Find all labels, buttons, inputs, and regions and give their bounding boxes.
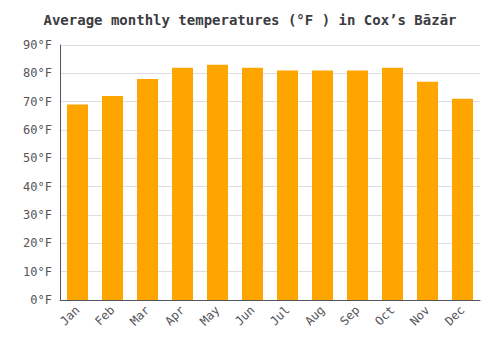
svg-text:Sep: Sep bbox=[337, 303, 362, 328]
svg-text:20°F: 20°F bbox=[23, 236, 52, 250]
svg-text:Jun: Jun bbox=[232, 303, 257, 328]
svg-text:Jul: Jul bbox=[267, 303, 292, 328]
svg-text:Mar: Mar bbox=[127, 303, 152, 328]
svg-text:30°F: 30°F bbox=[23, 208, 52, 222]
svg-text:10°F: 10°F bbox=[23, 265, 52, 279]
svg-text:50°F: 50°F bbox=[23, 151, 52, 165]
svg-text:Jan: Jan bbox=[57, 303, 82, 328]
svg-text:90°F: 90°F bbox=[23, 38, 52, 52]
svg-text:Feb: Feb bbox=[92, 303, 117, 328]
svg-text:60°F: 60°F bbox=[23, 123, 52, 137]
svg-text:40°F: 40°F bbox=[23, 180, 52, 194]
svg-text:Oct: Oct bbox=[372, 303, 397, 328]
svg-text:Nov: Nov bbox=[407, 303, 432, 328]
svg-text:0°F: 0°F bbox=[30, 293, 52, 307]
svg-text:Dec: Dec bbox=[442, 303, 467, 328]
svg-text:Aug: Aug bbox=[302, 303, 327, 328]
svg-text:Average monthly temperatures (: Average monthly temperatures (°F ) in Co… bbox=[43, 12, 456, 28]
svg-text:May: May bbox=[197, 303, 222, 328]
svg-text:70°F: 70°F bbox=[23, 95, 52, 109]
svg-text:80°F: 80°F bbox=[23, 66, 52, 80]
svg-text:Apr: Apr bbox=[162, 303, 187, 328]
